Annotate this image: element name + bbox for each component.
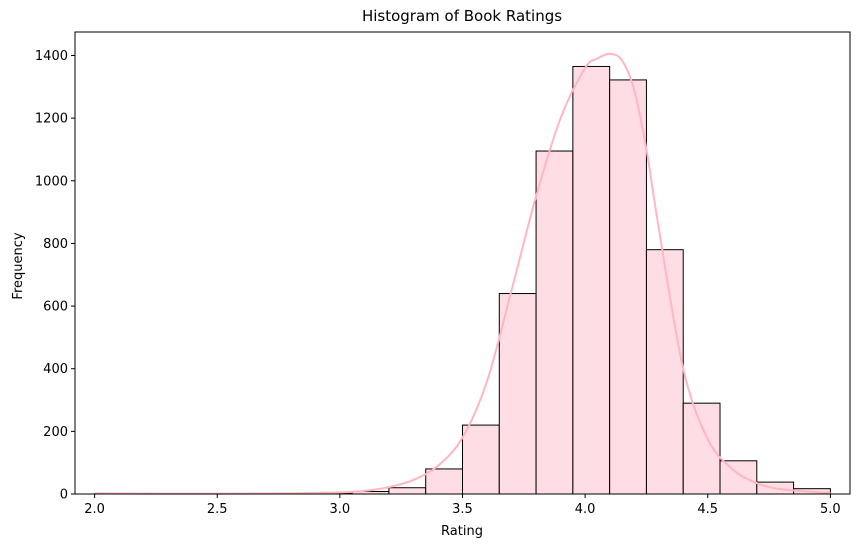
y-tick-label: 1200 — [35, 112, 68, 127]
y-tick-label: 0 — [60, 488, 68, 503]
chart-title: Histogram of Book Ratings — [362, 7, 562, 25]
histogram-bar — [609, 79, 647, 495]
x-tick-label: 2.5 — [207, 502, 228, 517]
y-tick-label: 1400 — [35, 49, 68, 64]
histogram-bar — [425, 468, 464, 495]
x-tick-label: 3.5 — [452, 502, 473, 517]
histogram-bar — [645, 249, 684, 495]
y-axis-label: Frequency — [11, 232, 26, 299]
histogram-bar — [462, 424, 500, 495]
histogram-bars — [94, 65, 831, 495]
x-tick-label: 4.0 — [575, 502, 596, 517]
x-tick-label: 5.0 — [820, 502, 841, 517]
y-tick-label: 1000 — [35, 174, 68, 189]
histogram-bar — [535, 150, 574, 495]
x-axis-label: Rating — [441, 524, 483, 539]
y-tick-label: 200 — [43, 425, 68, 440]
histogram-bar — [719, 460, 758, 495]
y-tick-label: 600 — [43, 300, 68, 315]
y-axis: 0 200 400 600 800 1000 1200 1400 — [35, 49, 75, 503]
histogram-bar — [682, 402, 721, 495]
x-tick-label: 3.0 — [330, 502, 351, 517]
y-tick-label: 800 — [43, 237, 68, 252]
histogram-bar — [388, 487, 427, 495]
x-axis: 2.0 2.5 3.0 3.5 4.0 4.5 5.0 — [84, 494, 841, 517]
x-tick-label: 2.0 — [84, 502, 105, 517]
histogram-bar — [572, 65, 611, 495]
histogram-bar — [498, 293, 537, 495]
x-tick-label: 4.5 — [697, 502, 718, 517]
kde-curve — [94, 52, 831, 495]
y-tick-label: 400 — [43, 362, 68, 377]
